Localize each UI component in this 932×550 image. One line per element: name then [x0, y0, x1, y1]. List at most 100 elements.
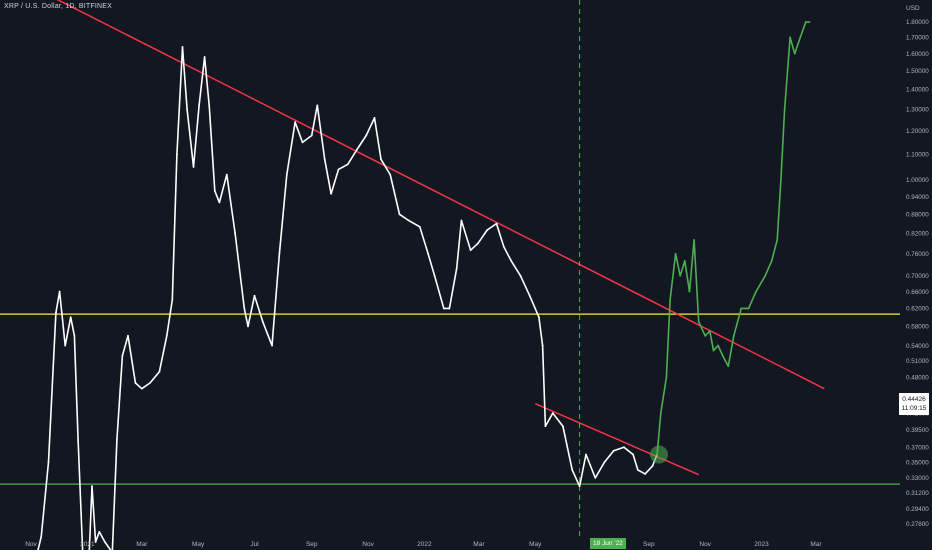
- price-point-history: [373, 116, 376, 119]
- price-point-history: [176, 153, 178, 156]
- x-tick-label: Jul: [250, 541, 259, 548]
- price-point-history: [477, 242, 479, 245]
- x-tick-label: 2021: [80, 541, 95, 548]
- y-tick-label: 0.82000: [906, 230, 929, 237]
- price-point-projection: [721, 354, 724, 357]
- x-tick-label: Sep: [306, 541, 318, 548]
- price-point-projection: [732, 334, 735, 337]
- price-point-history: [218, 201, 221, 204]
- y-tick-label: 1.40000: [906, 87, 929, 94]
- y-tick-label: 1.70000: [906, 35, 929, 42]
- price-point-history: [502, 245, 505, 248]
- price-point-projection: [793, 52, 796, 55]
- bar-countdown: 11:09:15: [901, 405, 927, 412]
- price-point-projection: [799, 36, 802, 39]
- price-point-history: [192, 165, 195, 168]
- price-point-history: [585, 453, 587, 456]
- price-point-history: [651, 465, 654, 467]
- price-point-projection: [665, 376, 668, 379]
- price-point-history: [551, 412, 554, 415]
- price-point-projection: [704, 334, 707, 337]
- y-tick-label: 0.51000: [906, 358, 929, 365]
- price-point-history: [433, 274, 436, 277]
- price-point-history: [55, 311, 57, 314]
- price-point-history: [398, 213, 401, 216]
- price-point-history: [134, 381, 137, 384]
- price-point-history: [578, 485, 581, 488]
- price-point-history: [73, 334, 76, 337]
- price-point-history: [213, 190, 216, 192]
- price-point-history: [442, 307, 445, 310]
- y-tick-label: 1.60000: [906, 51, 929, 58]
- price-axis[interactable]: USD 1.80000 1.70000 1.60000 1.50000 1.40000 1.…: [906, 5, 929, 528]
- price-point-history: [510, 259, 513, 262]
- price-point-history: [47, 461, 50, 464]
- price-point-history: [121, 354, 124, 357]
- plot-area: [0, 0, 900, 550]
- descending-trendline-minor[interactable]: [534, 402, 700, 476]
- y-tick-label: 1.10000: [906, 152, 929, 159]
- price-point-history: [519, 274, 522, 277]
- price-point-history: [278, 252, 281, 255]
- price-point-history: [323, 158, 326, 161]
- y-tick-label: 1.80000: [906, 19, 929, 26]
- time-axis[interactable]: Nov 2021 Mar May Jul Sep Nov 2022 Mar May Sep Nov 20…: [25, 541, 822, 548]
- price-point-projection: [669, 299, 671, 301]
- price-point-projection: [717, 344, 719, 347]
- price-point-history: [427, 252, 430, 255]
- y-tick-label: 0.58000: [906, 324, 929, 331]
- x-tick-label: 2022: [417, 541, 432, 548]
- price-point-projection: [659, 412, 662, 415]
- price-point-history: [149, 381, 152, 384]
- price-point-history: [171, 299, 174, 301]
- price-point-history: [103, 541, 106, 543]
- price-point-projection: [674, 252, 677, 255]
- price-point-history: [486, 229, 489, 231]
- price-point-history: [622, 446, 625, 449]
- price-point-history: [455, 267, 458, 270]
- price-point-projection: [740, 307, 743, 310]
- x-tick-label: Mar: [473, 541, 485, 548]
- price-point-history: [64, 344, 67, 347]
- price-point-history: [77, 439, 79, 441]
- price-point-history: [294, 121, 297, 124]
- currency-label: USD: [906, 5, 920, 12]
- price-point-projection: [779, 179, 782, 181]
- price-point-projection: [764, 274, 767, 277]
- price-point-projection: [708, 330, 711, 332]
- price-point-history: [528, 294, 531, 297]
- price-point-projection: [808, 21, 811, 23]
- x-tick-label: May: [192, 541, 205, 548]
- price-point-history: [448, 307, 451, 310]
- price-point-history: [632, 453, 635, 456]
- price-point-history: [253, 294, 256, 297]
- price-point-projection: [679, 274, 682, 277]
- price-point-history: [261, 320, 264, 323]
- price-point-history: [98, 530, 101, 533]
- price-point-history: [407, 219, 410, 222]
- price-point-history: [198, 104, 200, 107]
- y-tick-label: 0.37000: [906, 444, 929, 451]
- price-point-projection: [747, 307, 750, 310]
- y-tick-label: 0.76000: [906, 251, 929, 258]
- price-point-history: [115, 439, 118, 441]
- price-point-history: [285, 173, 288, 176]
- descending-trendline-major[interactable]: [20, 0, 825, 390]
- x-tick-label: Nov: [699, 541, 711, 548]
- price-point-history: [365, 134, 368, 137]
- price-point-projection: [776, 239, 779, 241]
- x-tick-label: Sep: [643, 541, 655, 548]
- price-point-history: [541, 344, 544, 347]
- price-point-projection: [804, 21, 807, 23]
- price-point-history: [247, 325, 249, 328]
- price-point-history: [127, 334, 129, 337]
- y-tick-label: 0.31200: [906, 490, 929, 497]
- price-point-history: [544, 425, 547, 428]
- y-tick-label: 0.35000: [906, 459, 929, 466]
- y-tick-label: 0.29400: [906, 506, 929, 513]
- y-tick-label: 1.30000: [906, 107, 929, 114]
- price-point-history: [380, 158, 382, 161]
- price-line-projection: [656, 21, 810, 455]
